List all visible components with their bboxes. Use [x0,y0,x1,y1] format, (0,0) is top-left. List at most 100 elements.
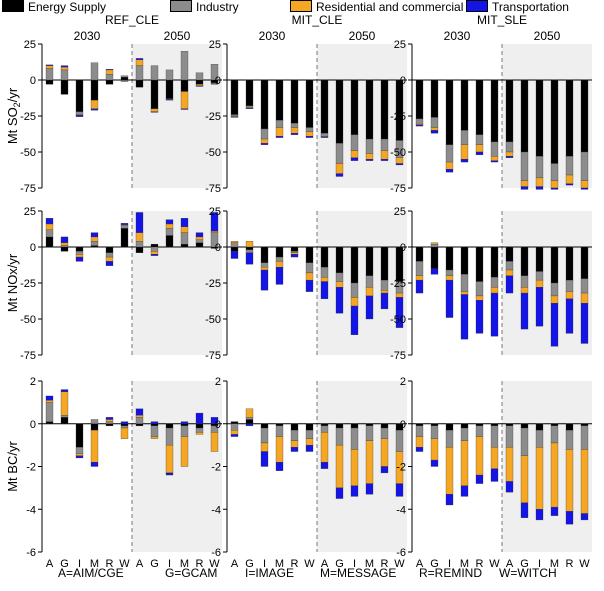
y-tick-label: 25 [394,206,406,218]
bar-segment-energy-supply [460,423,469,429]
bar-segment-residential-and-commercial [260,138,269,144]
bar-segment-residential-and-commercial [180,91,189,109]
bar-segment-industry [150,65,159,81]
bar-segment-transportation [565,298,574,334]
bar-segment-transportation [60,65,69,68]
bar-segment-industry [505,141,514,153]
bar-segment-residential-and-commercial [475,295,484,301]
y-tick-label: 2 [215,376,221,388]
bar-segment-industry [460,274,469,292]
bar-segment-residential-and-commercial [45,400,54,403]
bar-segment-energy-supply [535,79,544,157]
bar-segment-industry [520,275,529,288]
bar-segment-transportation [520,186,529,190]
bar-segment-energy-supply [180,423,189,427]
y-tick-label: 0 [30,242,36,254]
panel-title: REF_CLE [105,13,159,27]
bar-segment-industry [490,277,499,288]
legend-item-energy-supply: Energy Supply [2,0,106,14]
bar-segment-transportation [260,269,269,291]
bar-segment-residential-and-commercial [260,442,269,452]
bar-segment-residential-and-commercial [550,295,559,304]
bar-segment-transportation [210,83,219,85]
y-tick-label: -50 [20,147,36,159]
bar-segment-industry [475,425,484,437]
bar-segment-industry [195,427,204,433]
bar-segment-residential-and-commercial [150,251,159,255]
bar-segment-energy-supply [45,79,54,85]
y-tick-label: 2 [400,376,406,388]
bar-segment-energy-supply [45,236,54,248]
x-tick-label: I [168,558,171,570]
x-tick-label: I [78,558,81,570]
panel-2050-shade [132,381,222,552]
bar-segment-industry [380,138,389,151]
bar-segment-transportation [120,80,129,82]
bar-segment-residential-and-commercial [135,59,144,66]
legend-item-residential: Residential and commercial [290,0,463,14]
bar-segment-energy-supply [320,79,329,134]
period-label-2030: 2030 [444,29,471,43]
y-tick-label: -2 [396,462,406,474]
bar-segment-transportation [320,462,329,469]
bar-segment-energy-supply [365,423,374,427]
model-key-aim: A=AIM/CGE [58,566,124,580]
bar-segment-industry [290,123,299,128]
bar-segment-industry [180,51,189,81]
bar-segment-residential-and-commercial [365,440,374,484]
bar-segment-residential-and-commercial [90,236,99,242]
bar-segment-transportation [275,136,284,138]
bar-segment-transportation [290,447,299,452]
bar-segment-energy-supply [350,79,359,135]
bar-segment-residential-and-commercial [520,287,529,294]
bar-segment-transportation [290,133,299,135]
y-tick-label: -50 [390,147,406,159]
panel-2050-shade [502,44,592,188]
bar-segment-industry [535,430,544,448]
bar-segment-industry [460,427,469,441]
bar-segment-industry [165,69,174,81]
bar-segment-residential-and-commercial [230,241,239,243]
legend-label: Industry [196,0,239,14]
legend: Energy Supply Industry Residential and c… [0,0,604,14]
bar-segment-transportation [135,212,144,233]
bar-segment-energy-supply [445,423,454,431]
y-tick-label: -2 [211,462,221,474]
bar-segment-transportation [305,136,314,138]
bar-segment-transportation [105,69,114,71]
bar-segment-energy-supply [305,246,314,263]
bar-segment-industry [550,163,559,181]
bar-segment-residential-and-commercial [60,66,69,71]
bar-segment-energy-supply [135,423,144,427]
bar-segment-energy-supply [230,79,239,115]
panel-2050-shade [317,211,407,355]
y-tick-label: 25 [394,39,406,51]
bar-segment-energy-supply [180,79,189,92]
y-tick-label: -4 [211,504,221,516]
bar-segment-energy-supply [75,423,84,448]
bar-segment-residential-and-commercial [520,180,529,187]
bar-segment-transportation [275,462,284,471]
bar-segment-industry [430,425,439,439]
bar-segment-industry [195,239,204,243]
bar-segment-energy-supply [150,423,159,427]
bar-segment-energy-supply [365,79,374,140]
bar-segment-residential-and-commercial [210,432,219,452]
x-tick-label: G [430,558,439,570]
bar-segment-residential-and-commercial [135,232,144,242]
bar-segment-industry [230,423,239,431]
bar-segment-transportation [550,303,559,347]
bar-segment-industry [320,133,329,137]
bar-segment-energy-supply [105,79,114,85]
bar-segment-transportation [565,183,574,186]
bar-segment-residential-and-commercial [195,432,204,435]
bar-segment-industry [230,114,239,117]
bar-segment-transportation [335,287,344,314]
x-tick-label: R [566,558,574,570]
bar-segment-energy-supply [275,246,284,258]
bar-segment-transportation [90,232,99,238]
bar-segment-industry [180,425,189,437]
bar-segment-transportation [195,85,204,87]
bar-segment-energy-supply [290,423,299,431]
bar-segment-industry [335,427,344,446]
